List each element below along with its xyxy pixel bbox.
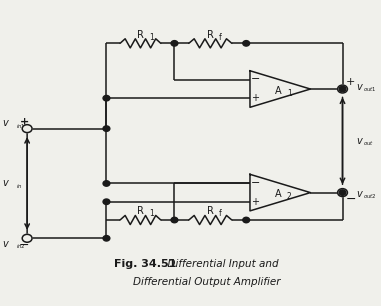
Text: −: − [346,193,356,206]
Text: R: R [207,30,214,40]
Circle shape [339,190,346,195]
Text: −: − [251,74,260,84]
Circle shape [22,234,32,242]
Text: f: f [219,209,221,218]
Text: R: R [137,30,144,40]
Text: $_{in2}$: $_{in2}$ [16,242,26,251]
Circle shape [103,236,110,241]
Text: A: A [275,189,282,199]
Circle shape [103,95,110,101]
Circle shape [243,41,250,46]
Text: −: − [251,177,260,188]
Text: $v$: $v$ [2,118,10,128]
Text: +: + [346,77,355,87]
Circle shape [171,41,178,46]
Circle shape [22,125,32,132]
Text: $v$: $v$ [356,136,363,146]
Text: $_{out}$: $_{out}$ [363,139,374,148]
Circle shape [243,217,250,223]
Text: Fig. 34.51: Fig. 34.51 [114,259,176,269]
Text: $_{out2}$: $_{out2}$ [363,192,377,201]
Text: f: f [219,33,221,42]
Text: 1: 1 [149,33,154,42]
Text: Differential Output Amplifier: Differential Output Amplifier [133,278,280,287]
Text: 1: 1 [287,89,292,98]
Circle shape [103,126,110,131]
Text: 2: 2 [287,192,292,201]
Text: +: + [251,197,259,207]
Text: R: R [137,207,144,216]
Text: $v$: $v$ [2,178,10,188]
Text: $v$: $v$ [2,239,10,249]
Circle shape [103,181,110,186]
Text: $v$: $v$ [356,82,363,91]
Circle shape [171,217,178,223]
Circle shape [338,188,347,196]
Text: $_{out1}$: $_{out1}$ [363,84,377,94]
Text: R: R [207,207,214,216]
Text: A: A [275,86,282,95]
Circle shape [339,86,346,92]
Text: −: − [19,238,29,252]
Text: $v$: $v$ [356,189,363,199]
Text: $_{in1}$: $_{in1}$ [16,122,26,131]
Text: 1: 1 [149,209,154,218]
Circle shape [103,199,110,204]
Text: +: + [19,117,29,127]
Text: Differential Input and: Differential Input and [161,259,279,269]
Circle shape [338,85,347,93]
Text: $_{in}$: $_{in}$ [16,182,22,191]
Text: +: + [251,93,259,103]
